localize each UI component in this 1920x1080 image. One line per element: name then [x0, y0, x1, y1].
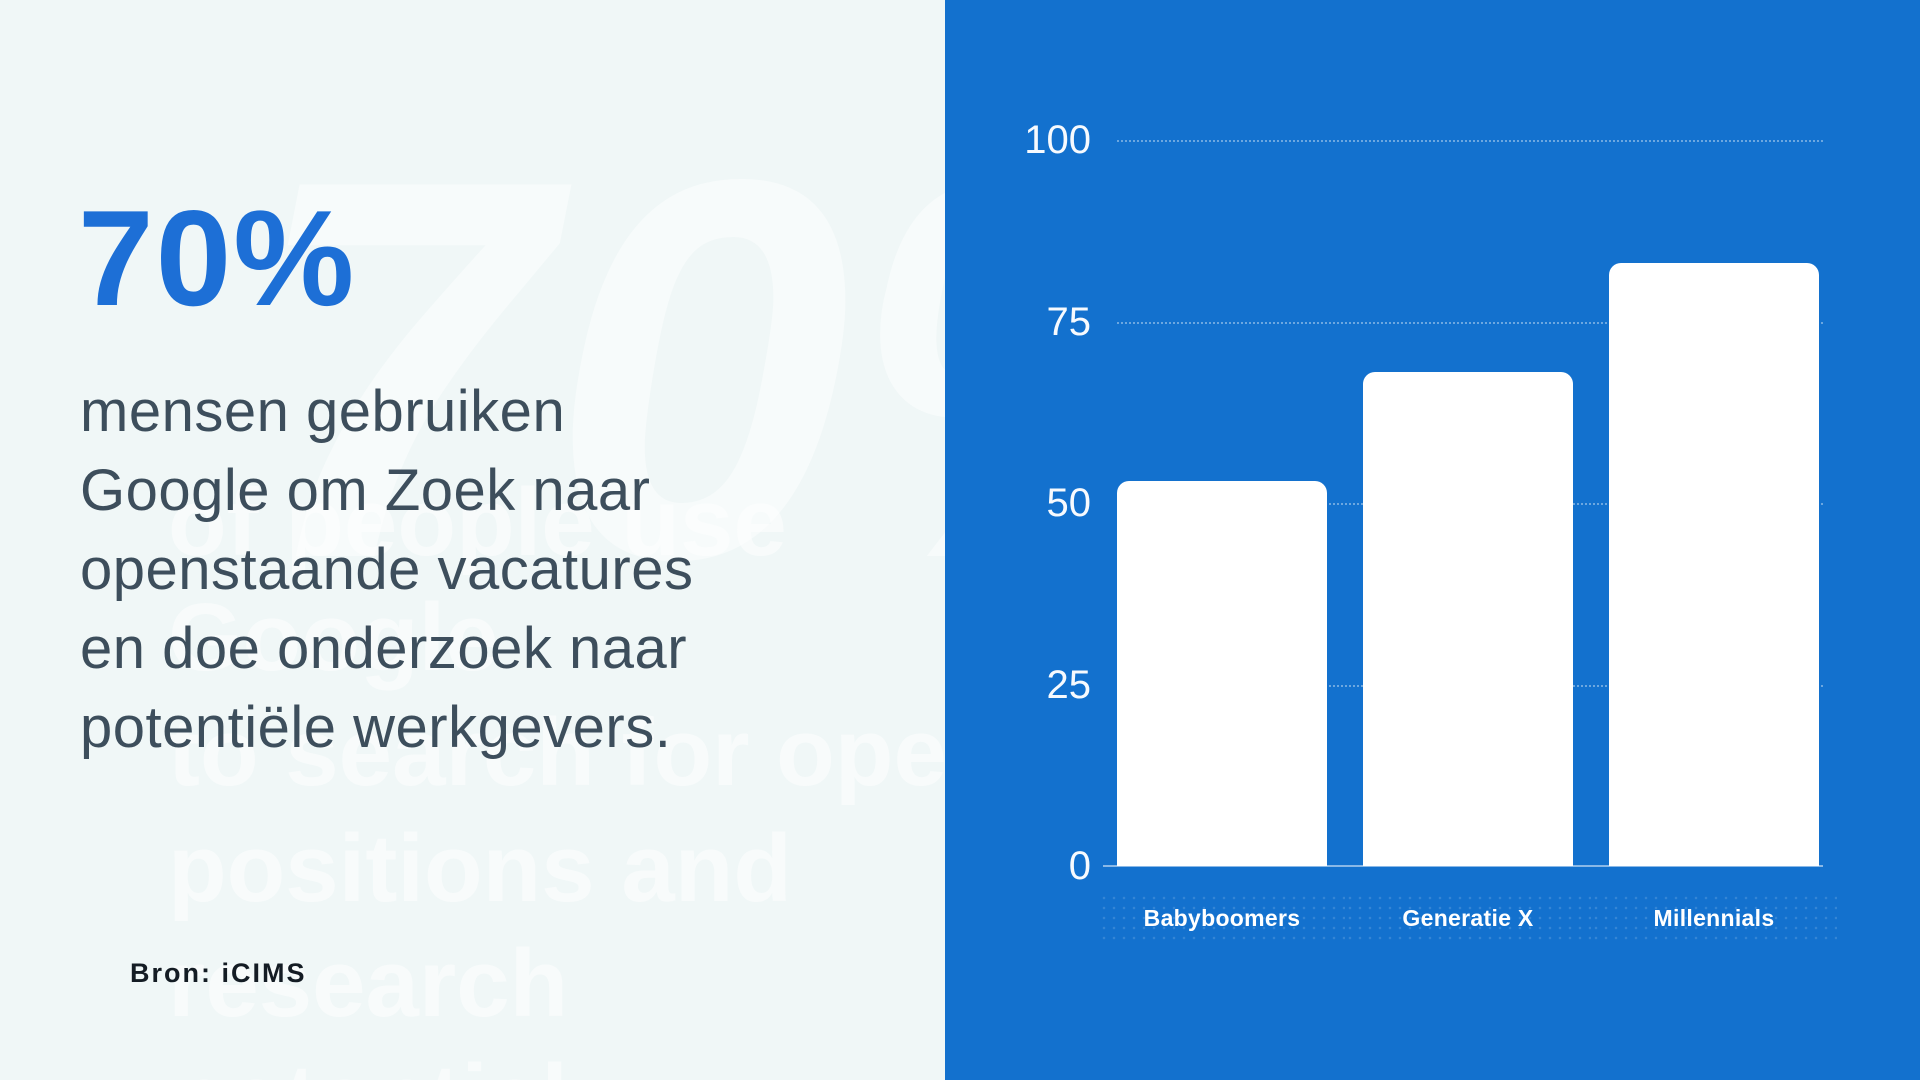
gridline [1117, 140, 1823, 142]
y-tick-label: 100 [1024, 118, 1091, 162]
y-tick-label: 50 [1046, 481, 1092, 525]
category-label: Babyboomers [1099, 893, 1345, 943]
chart-bar-babyboomers [1117, 481, 1327, 866]
category-label: Generatie X [1345, 893, 1591, 943]
stat-headline: 70% [78, 182, 357, 334]
watermark-headline: 70% [250, 68, 945, 671]
y-tick-label: 25 [1046, 662, 1092, 707]
stat-description: mensen gebruiken Google om Zoek naar ope… [80, 379, 694, 760]
chart-bar-generatie-x [1363, 372, 1573, 866]
gridline [1117, 321, 1823, 324]
watermark-text: of people use Google to search for open … [168, 469, 945, 1080]
category-label: Millennials [1591, 893, 1837, 943]
y-tick-label: 0 [1068, 844, 1091, 888]
source-label: Bron: iCIMS [130, 958, 307, 988]
stat-panel: 70% of people use Google to search for o… [0, 0, 945, 1080]
y-tick-label: 75 [1046, 299, 1092, 344]
x-axis-baseline [1103, 865, 1823, 867]
chart-panel: 100 75 50 25 0 Babyboomers Generatie X Millenni… [945, 0, 1920, 1080]
chart-bar-millennials [1609, 263, 1819, 866]
